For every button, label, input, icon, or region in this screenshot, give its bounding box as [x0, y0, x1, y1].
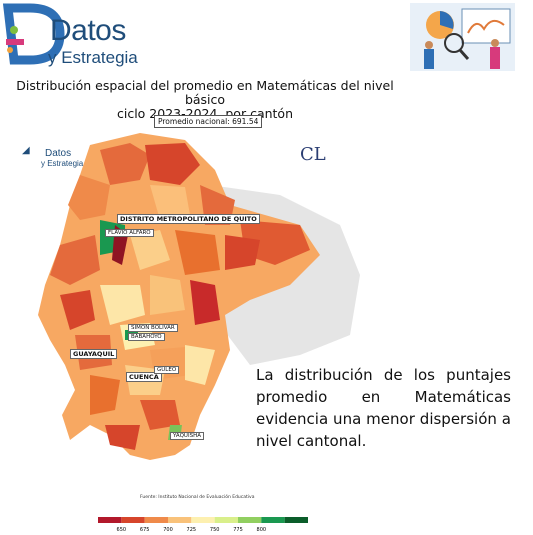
map-title-line1: Distribución espacial del promedio en Ma…: [16, 78, 394, 107]
map-canton: [150, 185, 190, 220]
analysis-callout: La distribución de los puntajes promedio…: [256, 366, 511, 450]
legend-swatch: [191, 517, 215, 523]
map-canton: [50, 235, 100, 285]
legend-swatch: [261, 517, 285, 523]
map-canton: [105, 425, 140, 450]
label-cuenca: CUENCA: [126, 372, 162, 382]
label-simon-bolivar: SIMON BOLIVAR: [128, 324, 178, 332]
map-canton: [100, 285, 145, 325]
brand-subtitle: y Estrategia: [48, 48, 138, 67]
label-yacuambi: YAQUISHA: [170, 432, 204, 440]
map-canton: [100, 143, 150, 185]
label-quito: DISTRITO METROPOLITANO DE QUITO: [117, 214, 260, 224]
legend-swatch: [284, 517, 308, 523]
map-canton: [60, 290, 95, 330]
legend-swatch: [168, 517, 192, 523]
legend-tick-label: 775: [233, 527, 243, 533]
analytics-illustration-icon: [410, 3, 515, 71]
legend-tick-label: 750: [210, 527, 220, 533]
map-canton: [140, 400, 180, 430]
map-canton: [145, 143, 200, 185]
label-flavio-alfaro: FLAVIO ALFARO: [105, 229, 154, 237]
mini-brand-subtitle: y Estrategia: [41, 159, 84, 168]
legend-swatch: [121, 517, 145, 523]
map-canton: [150, 275, 185, 315]
mini-brand-name: Datos: [45, 148, 72, 159]
cl-watermark: CL: [300, 144, 326, 165]
source-note: Fuente: Instituto Nacional de Evaluación…: [140, 495, 255, 500]
legend-tick-label: 675: [140, 527, 150, 533]
legend-tick-label: 725: [187, 527, 197, 533]
map-canton: [90, 375, 120, 415]
label-gualaceo: GULEO: [154, 366, 180, 374]
map-canton: [130, 230, 170, 270]
choropleth-map: ◢: [22, 133, 360, 460]
national-average-box: Promedio nacional: 691.54: [154, 115, 263, 128]
map-canton: [175, 230, 220, 275]
legend-swatch: [238, 517, 262, 523]
label-guayaquil: GUAYAQUIL: [70, 349, 118, 359]
legend-swatch: [214, 517, 238, 523]
brand-name: Datos: [50, 14, 126, 47]
label-babahoyo: BABAHOYO: [128, 333, 165, 341]
map-canton: [185, 345, 215, 385]
mini-logo-icon: ◢: [22, 145, 30, 156]
datos-logo-icon: [2, 3, 65, 65]
color-legend: 650 675 700 725 750 775 800: [98, 517, 308, 533]
map-canton: [190, 280, 220, 325]
legend-tick-label: 800: [257, 527, 267, 533]
legend-swatch: [144, 517, 168, 523]
legend-tick-label: 650: [117, 527, 127, 533]
map-canton: [68, 175, 110, 220]
legend-swatch: [98, 517, 122, 523]
map-canton: [225, 235, 260, 270]
legend-tick-label: 700: [163, 527, 173, 533]
map-canton: [240, 220, 310, 265]
